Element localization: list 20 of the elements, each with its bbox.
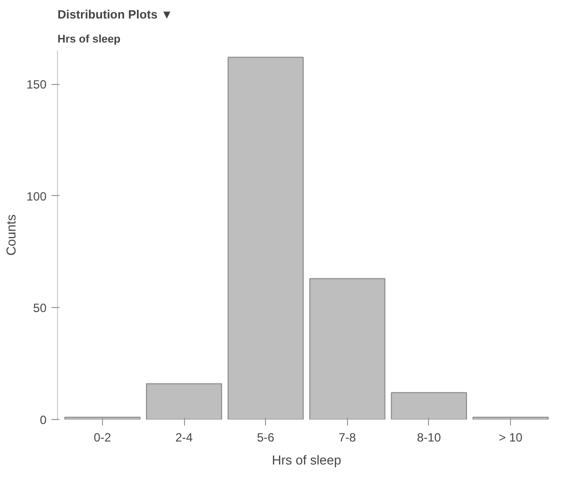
y-tick-label: 50 <box>33 301 47 316</box>
bar <box>146 383 222 420</box>
bar <box>64 416 140 420</box>
x-tick-label: 8-10 <box>416 430 442 444</box>
y-tick-label: 0 <box>40 413 47 427</box>
bar <box>390 392 468 420</box>
chart-title: Distribution Plots ▼ <box>58 8 173 22</box>
x-axis-title: Hrs of sleep <box>272 452 342 468</box>
x-tick-label: 2-4 <box>175 430 194 444</box>
y-tick-label: 150 <box>26 78 47 92</box>
y-tick-label: 100 <box>26 189 47 204</box>
bar <box>228 56 304 420</box>
bar <box>309 278 386 420</box>
chart-subtitle: Hrs of sleep <box>58 34 121 46</box>
bar <box>472 416 549 420</box>
y-axis-title: Counts <box>3 214 18 256</box>
x-tick-label: 5-6 <box>257 430 275 444</box>
x-tick-label: 0-2 <box>94 430 112 444</box>
x-tick-label: 7-8 <box>338 430 356 444</box>
x-tick-label: > 10 <box>498 430 523 444</box>
